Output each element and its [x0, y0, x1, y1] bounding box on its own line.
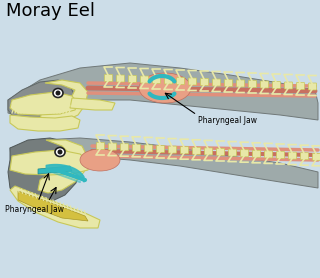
FancyBboxPatch shape: [145, 145, 153, 152]
FancyBboxPatch shape: [273, 81, 281, 88]
Polygon shape: [18, 191, 88, 221]
FancyBboxPatch shape: [217, 148, 225, 155]
FancyBboxPatch shape: [129, 76, 137, 83]
FancyBboxPatch shape: [177, 78, 185, 85]
FancyBboxPatch shape: [193, 147, 201, 154]
FancyBboxPatch shape: [252, 150, 260, 157]
Polygon shape: [10, 92, 78, 115]
FancyBboxPatch shape: [201, 78, 209, 86]
FancyBboxPatch shape: [164, 77, 172, 84]
Text: Pharyngeal Jaw: Pharyngeal Jaw: [5, 205, 64, 214]
FancyBboxPatch shape: [289, 152, 297, 159]
Polygon shape: [8, 80, 75, 130]
FancyBboxPatch shape: [308, 83, 316, 90]
Polygon shape: [10, 138, 318, 188]
FancyBboxPatch shape: [212, 79, 220, 86]
FancyBboxPatch shape: [249, 81, 257, 88]
Ellipse shape: [80, 149, 120, 171]
Polygon shape: [40, 80, 88, 123]
Polygon shape: [38, 140, 88, 193]
FancyBboxPatch shape: [132, 144, 140, 151]
Text: Pharyngeal Jaw: Pharyngeal Jaw: [198, 116, 257, 125]
FancyBboxPatch shape: [180, 147, 188, 154]
FancyBboxPatch shape: [228, 149, 236, 156]
Ellipse shape: [53, 88, 63, 98]
FancyBboxPatch shape: [116, 75, 124, 82]
FancyBboxPatch shape: [225, 80, 233, 86]
FancyBboxPatch shape: [156, 145, 164, 153]
FancyBboxPatch shape: [108, 143, 116, 150]
Text: Moray Eel: Moray Eel: [6, 2, 95, 20]
Polygon shape: [10, 150, 90, 175]
FancyBboxPatch shape: [97, 143, 105, 150]
Ellipse shape: [55, 148, 65, 157]
FancyBboxPatch shape: [188, 78, 196, 85]
FancyBboxPatch shape: [284, 82, 292, 89]
Polygon shape: [70, 98, 115, 110]
FancyBboxPatch shape: [297, 83, 305, 90]
Ellipse shape: [139, 73, 191, 103]
FancyBboxPatch shape: [140, 76, 148, 83]
FancyBboxPatch shape: [236, 80, 244, 87]
FancyBboxPatch shape: [276, 152, 284, 158]
FancyBboxPatch shape: [204, 148, 212, 155]
Polygon shape: [8, 138, 80, 204]
FancyBboxPatch shape: [313, 153, 320, 160]
FancyBboxPatch shape: [260, 81, 268, 88]
FancyBboxPatch shape: [121, 144, 129, 151]
FancyBboxPatch shape: [265, 151, 273, 158]
Polygon shape: [10, 186, 100, 228]
Polygon shape: [38, 166, 72, 174]
FancyBboxPatch shape: [105, 75, 113, 81]
FancyBboxPatch shape: [300, 153, 308, 160]
FancyBboxPatch shape: [241, 150, 249, 157]
Polygon shape: [10, 115, 80, 131]
FancyBboxPatch shape: [153, 76, 161, 83]
Polygon shape: [8, 63, 318, 120]
Ellipse shape: [58, 150, 62, 155]
Ellipse shape: [55, 91, 60, 96]
FancyBboxPatch shape: [169, 146, 177, 153]
